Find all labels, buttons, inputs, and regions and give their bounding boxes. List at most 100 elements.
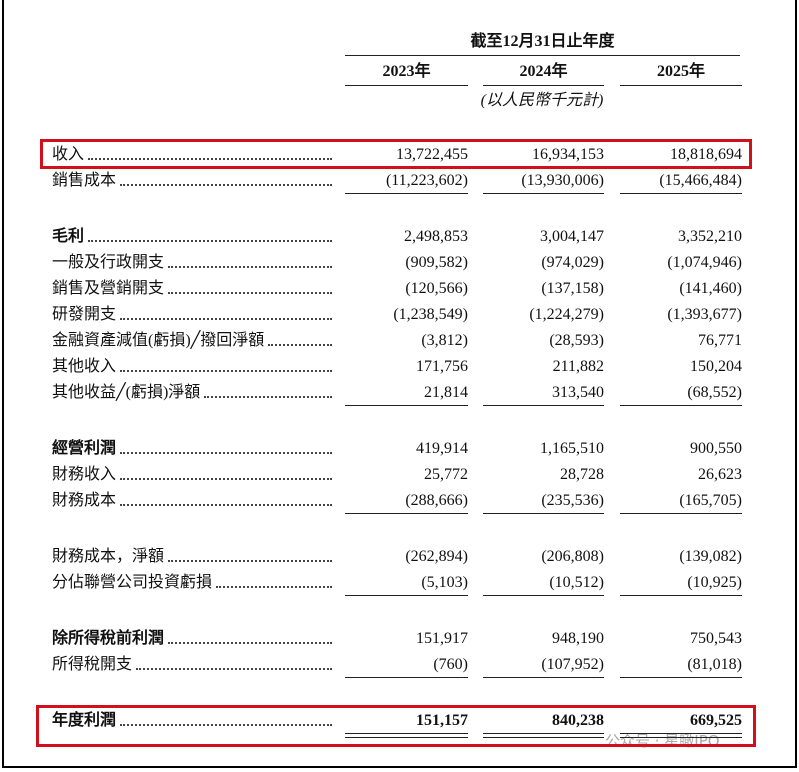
cell-value: (107,952)	[541, 656, 604, 673]
header-rule	[345, 55, 740, 56]
cell-value: 211,882	[552, 358, 604, 375]
row-label: 年度利潤	[52, 711, 332, 731]
cell-value: 419,914	[416, 440, 468, 457]
dot-leader	[204, 396, 332, 398]
total-rule	[345, 513, 468, 514]
cell-value: 1,165,510	[540, 440, 604, 457]
cell-value: (1,238,549)	[393, 306, 468, 323]
row-label: 銷售及營銷開支	[52, 279, 332, 299]
row-label: 一般及行政開支	[52, 253, 332, 273]
row-label: 金融資產減值(虧損)╱撥回淨額	[52, 331, 332, 351]
year-rule	[483, 85, 604, 86]
cell-value: 25,772	[424, 466, 468, 483]
label-text: 財務成本	[52, 492, 117, 509]
cell-value: (1,074,946)	[667, 254, 742, 271]
label-text: 分佔聯營公司投資虧損	[52, 574, 213, 591]
total-rule	[483, 733, 604, 734]
cell-value: (206,808)	[541, 548, 604, 565]
cell-value: (120,566)	[405, 280, 468, 297]
cell-value: (10,925)	[687, 574, 742, 591]
dot-leader	[216, 586, 332, 588]
row-label: 收入	[52, 145, 332, 165]
dot-leader	[168, 266, 332, 268]
dot-leader	[168, 292, 332, 294]
dot-leader	[88, 240, 332, 242]
cell-value: 840,238	[552, 712, 604, 729]
label-text: 銷售成本	[52, 172, 117, 189]
total-rule	[345, 595, 468, 596]
total-rule	[620, 595, 742, 596]
cell-value: 151,917	[416, 630, 468, 647]
label-text: 財務成本，淨額	[52, 548, 165, 565]
label-text: 一般及行政開支	[52, 254, 165, 271]
cell-value: (81,018)	[687, 656, 742, 673]
label-text: 所得稅開支	[52, 656, 133, 673]
label-text: 其他收益╱(虧損)淨額	[52, 384, 201, 401]
total-rule	[345, 405, 468, 406]
total-rule	[483, 595, 604, 596]
row-label: 其他收入	[52, 357, 332, 377]
dot-leader	[136, 668, 332, 670]
cell-value: (137,158)	[541, 280, 604, 297]
unit-note: (以人民幣千元計)	[480, 92, 604, 109]
total-rule	[483, 513, 604, 514]
cell-value: 3,004,147	[540, 228, 604, 245]
total-rule	[620, 193, 742, 194]
year-rule	[345, 85, 468, 86]
highlight-box	[36, 705, 756, 747]
year-rule	[620, 85, 742, 86]
row-label: 財務成本，淨額	[52, 547, 332, 567]
cell-value: 900,550	[690, 440, 742, 457]
cell-value: (11,223,602)	[385, 172, 468, 189]
row-label: 財務成本	[52, 491, 332, 511]
dot-leader	[120, 318, 332, 320]
period-header: 截至12月31日止年度	[470, 33, 615, 50]
cell-value: (235,536)	[541, 492, 604, 509]
cell-value: 26,623	[698, 466, 742, 483]
cell-value: 171,756	[416, 358, 468, 375]
cell-value: 28,728	[560, 466, 604, 483]
highlight-box	[40, 139, 752, 169]
cell-value: (288,666)	[405, 492, 468, 509]
cell-value: 16,934,153	[532, 146, 604, 163]
dot-leader	[120, 452, 332, 454]
cell-value: (10,512)	[549, 574, 604, 591]
cell-value: (974,029)	[541, 254, 604, 271]
total-rule	[620, 737, 742, 738]
cell-value: 669,525	[690, 712, 742, 729]
total-rule	[345, 737, 468, 738]
dot-leader	[168, 560, 332, 562]
total-rule	[620, 677, 742, 678]
label-text: 銷售及營銷開支	[52, 280, 165, 297]
label-text: 財務收入	[52, 466, 117, 483]
cell-value: (3,812)	[421, 332, 468, 349]
label-text: 年度利潤	[52, 712, 117, 729]
dot-leader	[120, 184, 332, 186]
cell-value: 150,204	[690, 358, 742, 375]
dot-leader	[120, 370, 332, 372]
label-text: 其他收入	[52, 358, 117, 375]
cell-value: (139,082)	[679, 548, 742, 565]
cell-value: 18,818,694	[670, 146, 742, 163]
label-text: 收入	[52, 146, 85, 163]
row-label: 分佔聯營公司投資虧損	[52, 573, 332, 593]
cell-value: 3,352,210	[678, 228, 742, 245]
year-header: 2025年	[656, 63, 705, 80]
year-header: 2023年	[382, 63, 431, 80]
cell-value: (5,103)	[421, 574, 468, 591]
cell-value: (262,894)	[405, 548, 468, 565]
row-label: 研發開支	[52, 305, 332, 325]
label-text: 除所得稅前利潤	[52, 630, 165, 647]
total-rule	[620, 513, 742, 514]
dot-leader	[120, 478, 332, 480]
cell-value: 948,190	[552, 630, 604, 647]
row-label: 其他收益╱(虧損)淨額	[52, 383, 332, 403]
total-rule	[483, 677, 604, 678]
cell-value: 750,543	[690, 630, 742, 647]
total-rule	[483, 405, 604, 406]
total-rule	[345, 193, 468, 194]
label-text: 研發開支	[52, 306, 117, 323]
dot-leader	[168, 642, 332, 644]
